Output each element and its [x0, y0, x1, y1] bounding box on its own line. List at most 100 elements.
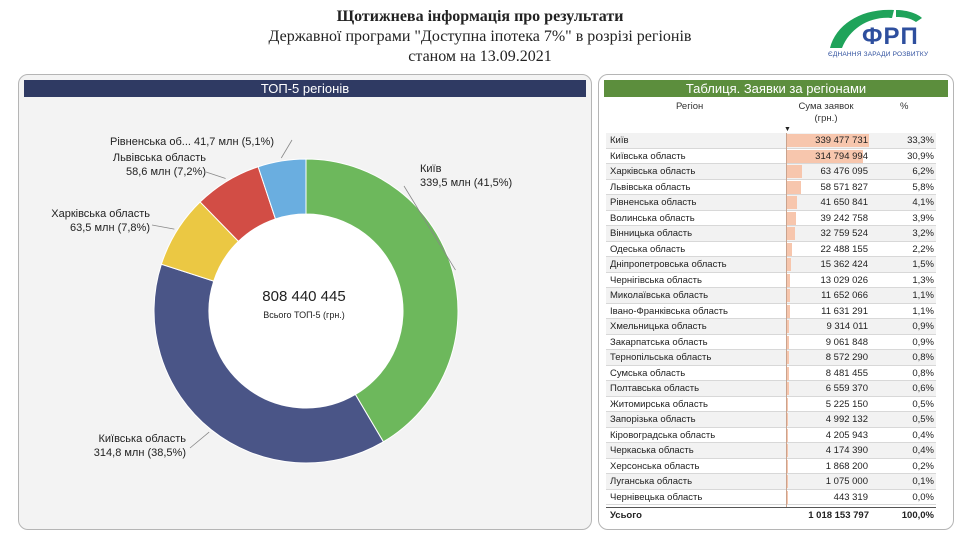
table-row[interactable]: Миколаївська область 11 652 066 1,1%	[606, 288, 936, 304]
region-name: Сумська область	[610, 367, 686, 379]
col-header-sum-line1: Сума заявок	[798, 101, 854, 112]
region-pct: 4,1%	[912, 197, 934, 208]
label-lviv-value: 58,6 млн (7,2%)	[126, 166, 206, 178]
region-sum: 4 174 390	[825, 445, 868, 456]
sum-data-bar	[787, 273, 791, 287]
label-lviv-name: Львівська область	[112, 152, 206, 164]
region-sum: 9 314 011	[826, 321, 868, 332]
label-rivne: Рівненська об... 41,7 млн (5,1%)	[110, 135, 274, 149]
table-row[interactable]: Кіровоградська область 4 205 943 0,4%	[606, 428, 936, 443]
sum-data-bar	[787, 180, 802, 194]
label-kyiv-name: Київ	[420, 163, 442, 175]
region-name: Кіровоградська область	[610, 429, 716, 441]
region-name: Волинська область	[610, 212, 695, 224]
sum-data-bar	[787, 165, 803, 178]
region-sum: 13 029 026	[820, 274, 868, 286]
frp-logo-icon	[830, 9, 922, 48]
table-row[interactable]: Харківська область 63 476 095 6,2%	[606, 164, 936, 180]
sum-data-bar	[787, 397, 789, 411]
table-row[interactable]: Чернігівська область 13 029 026 1,3%	[606, 273, 936, 288]
sum-data-bar	[787, 382, 789, 395]
region-pct: 0,2%	[912, 460, 934, 472]
donut-center-caption: Всього ТОП-5 (грн.)	[263, 310, 345, 320]
table-row[interactable]: Львівська область 58 571 827 5,8%	[606, 180, 936, 195]
region-pct: 33,3%	[907, 135, 934, 146]
table-row[interactable]: Закарпатська область 9 061 848 0,9%	[606, 335, 936, 350]
table-row[interactable]: Дніпропетровська область 15 362 424 1,5%	[606, 257, 936, 273]
label-kyiv-oblast: Київська область 314,8 млн (38,5%)	[60, 432, 186, 460]
label-kyiv: Київ 339,5 млн (41,5%)	[420, 162, 512, 190]
table-row[interactable]: Чернівецька область 443 319 0,0%	[606, 490, 936, 505]
donut-center-total: 808 440 445	[262, 288, 346, 305]
region-name: Луганська область	[610, 476, 693, 487]
table-row[interactable]: Луганська область 1 075 000 0,1%	[606, 474, 936, 490]
region-name: Чернігівська область	[610, 274, 702, 286]
region-name: Полтавська область	[610, 383, 700, 394]
region-pct: 0,8%	[912, 352, 934, 363]
page-header: Щотижнева інформація про результати Держ…	[0, 6, 960, 67]
region-sum: 1 868 200	[825, 460, 868, 472]
table-row[interactable]: Рівненська область 41 650 841 4,1%	[606, 195, 936, 211]
sum-data-bar	[787, 444, 788, 457]
header-line-1: Щотижнева інформація про результати	[336, 8, 624, 25]
table-row[interactable]: Запорізька область 4 992 132 0,5%	[606, 412, 936, 428]
sort-desc-icon[interactable]: ▼	[784, 125, 791, 133]
region-name: Закарпатська область	[610, 336, 708, 348]
table-row[interactable]: Хмельницька область 9 314 011 0,9%	[606, 319, 936, 335]
region-sum: 15 362 424	[820, 259, 868, 270]
region-sum: 63 476 095	[820, 166, 868, 177]
table-row[interactable]: Київ 339 477 731 33,3%	[606, 133, 936, 149]
table-row[interactable]: Житомирська область 5 225 150 0,5%	[606, 397, 936, 412]
region-name: Хмельницька область	[610, 321, 707, 332]
label-rivne-value: 41,7 млн (5,1%)	[194, 136, 274, 148]
label-kyiv-value: 339,5 млн (41,5%)	[420, 177, 513, 189]
region-name: Вінницька область	[610, 228, 693, 239]
top5-title: ТОП-5 регіонів	[24, 80, 586, 97]
table-row[interactable]: Сумська область 8 481 455 0,8%	[606, 366, 936, 381]
region-pct: 3,2%	[912, 228, 934, 239]
table-row[interactable]: Вінницька область 32 759 524 3,2%	[606, 226, 936, 242]
region-sum: 32 759 524	[820, 228, 868, 239]
col-header-region[interactable]: Регіон	[676, 101, 704, 112]
table-row[interactable]: Тернопільська область 8 572 290 0,8%	[606, 350, 936, 366]
col-header-sum[interactable]: Сума заявок (грн.)	[788, 101, 864, 125]
sum-column-divider	[786, 133, 787, 507]
region-pct: 0,5%	[912, 398, 934, 410]
sum-data-bar	[787, 289, 790, 302]
region-sum: 8 481 455	[825, 367, 868, 379]
region-name: Івано-Франківська область	[610, 305, 728, 317]
label-kyiv-oblast-name: Київська область	[98, 433, 186, 445]
label-lviv: Львівська область 58,6 млн (7,2%)	[86, 151, 206, 179]
col-header-pct[interactable]: %	[900, 101, 909, 112]
sum-data-bar	[787, 304, 790, 318]
sum-data-bar	[787, 320, 790, 333]
region-sum: 4 992 132	[825, 414, 868, 425]
sum-data-bar	[787, 227, 795, 240]
table-row[interactable]: Івано-Франківська область 11 631 291 1,1%	[606, 304, 936, 319]
total-label: Усього	[610, 510, 642, 521]
table-row[interactable]: Київська область 314 794 994 30,9%	[606, 149, 936, 164]
region-pct: 0,5%	[912, 414, 934, 425]
table-row[interactable]: Херсонська область 1 868 200 0,2%	[606, 459, 936, 474]
region-pct: 1,1%	[912, 305, 934, 317]
region-sum: 39 242 758	[820, 212, 868, 224]
logo-subtitle: ЄДНАННЯ ЗАРАДИ РОЗВИТКУ	[828, 51, 929, 58]
region-sum: 11 631 291	[821, 305, 868, 317]
table-row[interactable]: Волинська область 39 242 758 3,9%	[606, 211, 936, 226]
table-row[interactable]: Одеська область 22 488 155 2,2%	[606, 242, 936, 257]
region-name: Миколаївська область	[610, 290, 709, 301]
region-sum: 4 205 943	[825, 429, 868, 441]
region-pct: 1,3%	[912, 274, 934, 286]
table-row[interactable]: Черкаська область 4 174 390 0,4%	[606, 443, 936, 459]
col-header-sum-line2: (грн.)	[814, 113, 838, 124]
region-sum: 58 571 827	[820, 181, 868, 193]
region-sum: 6 559 370	[825, 383, 868, 394]
logo-text: ФРП	[862, 23, 919, 50]
region-name: Чернівецька область	[610, 491, 703, 503]
label-kharkiv: Харківська область 63,5 млн (7,8%)	[30, 207, 150, 235]
region-sum: 314 794 994	[815, 150, 868, 162]
label-kharkiv-name: Харківська область	[51, 208, 150, 220]
region-name: Житомирська область	[610, 398, 708, 410]
table-row[interactable]: Полтавська область 6 559 370 0,6%	[606, 381, 936, 397]
header-line-3: станом на 13.09.2021	[408, 48, 552, 65]
